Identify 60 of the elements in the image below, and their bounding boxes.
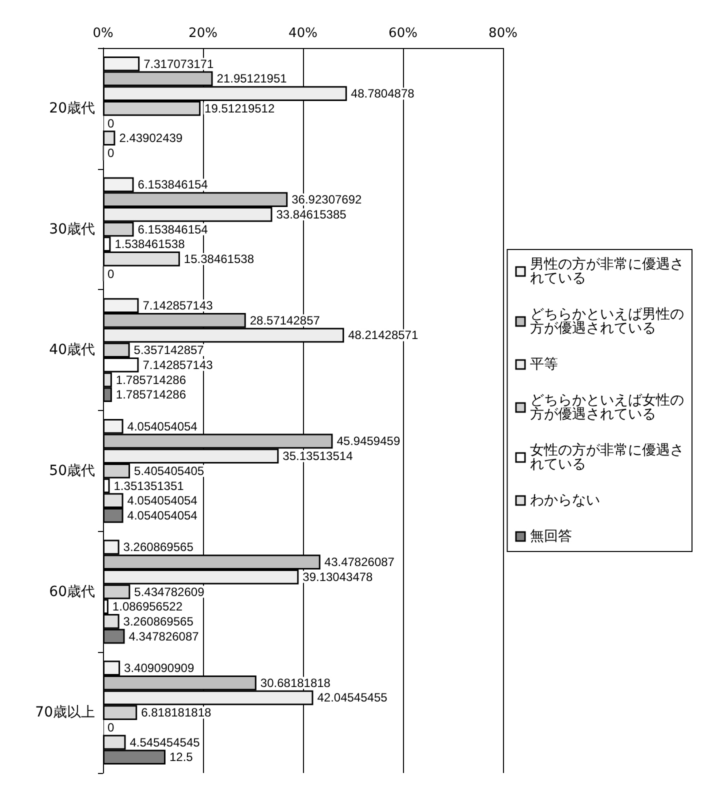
data-label: 30.68181818 [260,676,331,690]
y-tick-label: 60歳代 [49,584,95,600]
data-label: 1.538461538 [114,237,186,252]
data-label: 5.357142857 [134,343,204,358]
data-label: 1.086956522 [112,600,183,614]
data-label: 6.153846154 [138,222,208,236]
x-tick-label: 80% [488,26,518,41]
legend-label: わからない [530,492,600,508]
data-label: 0 [108,266,114,281]
data-label: 6.818181818 [141,706,212,720]
data-label: 0 [108,146,114,160]
data-label: 4.054054054 [127,419,198,434]
data-label: 39.13043478 [302,570,374,584]
data-label: 5.405405405 [134,464,204,478]
y-tick-label: 50歳代 [49,462,95,479]
y-tick-label: 30歳代 [49,221,95,238]
data-label: 4.054054054 [127,508,198,522]
legend-label: 女性の方が非常に優遇されている [530,442,684,472]
data-label: 7.142857143 [142,358,214,372]
data-label: 35.13513514 [282,449,354,464]
data-label: 36.92307692 [292,192,362,207]
data-label: 43.47826087 [324,555,395,570]
x-tick-label: 0% [92,26,114,41]
data-label: 1.785714286 [116,388,186,402]
y-tick-label: 70歳以上 [35,704,95,721]
data-label: 45.9459459 [336,434,400,448]
data-label: 3.260869565 [123,614,194,628]
data-label: 48.7804878 [350,86,415,101]
legend-label: どちらかといえば男性の方が優遇されている [530,306,684,336]
data-label: 2.43902439 [119,131,183,146]
data-label: 12.5 [170,750,194,764]
x-tick-label: 60% [388,26,418,41]
data-label: 0 [108,116,114,130]
data-label: 15.38461538 [184,252,254,266]
data-label: 28.57142857 [250,313,320,328]
data-label: 7.142857143 [142,298,214,313]
data-label: 33.84615385 [276,207,347,222]
legend-label: 男性の方が非常に優遇されている [530,256,684,286]
data-label: 1.785714286 [116,372,186,387]
x-tick-label: 40% [288,26,318,41]
data-label: 4.054054054 [127,494,198,508]
data-label: 3.409090909 [124,661,194,676]
legend-label: 平等 [530,356,558,372]
y-tick-label: 20歳代 [49,100,95,116]
data-label: 21.95121951 [216,72,288,86]
y-tick-label: 40歳代 [49,342,95,358]
data-label: 3.260869565 [123,540,194,554]
legend-label: どちらかといえば女性の方が優遇されている [530,392,684,422]
data-label: 4.347826087 [128,629,200,644]
data-label: 5.434782609 [134,584,205,599]
legend-label: 無回答 [530,528,572,544]
data-label: 42.04545455 [317,690,388,705]
data-label: 48.21428571 [348,328,418,342]
data-label: 6.153846154 [138,178,208,192]
data-label: 7.317073171 [144,56,214,71]
x-tick-label: 20% [188,26,218,41]
data-label: 4.545454545 [130,735,200,750]
data-label: 1.351351351 [114,478,184,493]
data-label: 0 [108,720,114,734]
data-label: 19.51219512 [204,101,275,116]
